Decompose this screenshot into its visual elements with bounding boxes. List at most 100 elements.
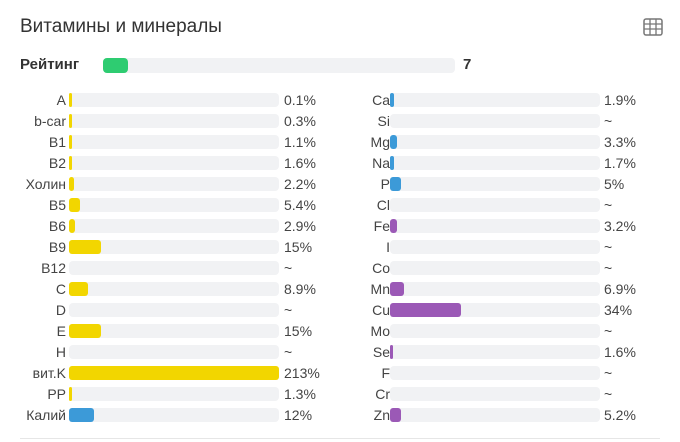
nutrient-bar <box>390 135 600 149</box>
nutrient-bar-fill <box>69 114 72 128</box>
nutrient-value: 1.9% <box>604 92 636 108</box>
nutrient-value: ~ <box>604 386 613 402</box>
nutrient-bar-fill <box>69 156 73 170</box>
nutrient-bar-fill <box>390 345 394 359</box>
nutrient-bar <box>390 156 600 170</box>
nutrient-bar <box>390 177 600 191</box>
nutrient-value: 5% <box>604 176 625 192</box>
nutrient-name: C <box>55 281 66 297</box>
nutrient-bar-fill <box>390 177 401 191</box>
nutrient-name: Cl <box>376 197 390 213</box>
nutrient-row: F ~ <box>350 363 680 384</box>
nutrient-bar <box>390 93 600 107</box>
nutrient-row: Fe 3.2% <box>350 216 680 237</box>
nutrient-bar <box>69 345 279 359</box>
nutrient-row: B12 ~ <box>0 258 330 279</box>
nutrient-bar <box>390 303 600 317</box>
nutrient-name: Mo <box>370 323 390 339</box>
nutrient-row: Mo ~ <box>350 321 680 342</box>
nutrient-name: D <box>55 302 66 318</box>
nutrient-name: B2 <box>48 155 66 171</box>
nutrient-bar-fill <box>69 366 279 380</box>
nutrient-name: b-car <box>34 113 66 129</box>
nutrient-bar-fill <box>390 156 394 170</box>
nutrient-value: 1.3% <box>284 386 316 402</box>
nutrient-value: ~ <box>604 197 613 213</box>
nutrient-bar <box>390 408 600 422</box>
nutrient-value: 3.2% <box>604 218 636 234</box>
nutrient-value: 1.6% <box>284 155 316 171</box>
nutrient-bar <box>69 177 279 191</box>
nutrient-row: Zn 5.2% <box>350 405 680 426</box>
nutrient-name: Zn <box>373 407 390 423</box>
nutrient-bar-fill <box>69 198 81 212</box>
nutrient-name: Cr <box>375 386 390 402</box>
nutrient-value: ~ <box>284 260 293 276</box>
nutrient-row: H ~ <box>0 342 330 363</box>
nutrient-name: A <box>56 92 66 108</box>
nutrient-value: 2.9% <box>284 218 316 234</box>
nutrient-bar <box>69 408 279 422</box>
nutrient-value: ~ <box>604 323 613 339</box>
nutrient-bar <box>69 156 279 170</box>
nutrient-name: H <box>55 344 66 360</box>
minerals-column: Ca 1.9% Si ~ Mg 3.3% Na 1.7% P 5% Cl ~ Fe 3.2% I ~ Co ~ Mn… <box>350 90 680 426</box>
nutrient-name: B1 <box>48 134 66 150</box>
nutrient-value: 8.9% <box>284 281 316 297</box>
table-icon[interactable] <box>643 18 663 36</box>
nutrient-row: I ~ <box>350 237 680 258</box>
nutrient-row: Cr ~ <box>350 384 680 405</box>
nutrient-name: Se <box>372 344 390 360</box>
divider <box>20 438 660 439</box>
nutrient-bar <box>69 387 279 401</box>
nutrient-row: B1 1.1% <box>0 132 330 153</box>
nutrient-name: B9 <box>48 239 66 255</box>
nutrient-row: C 8.9% <box>0 279 330 300</box>
nutrient-bar-fill <box>390 93 394 107</box>
nutrient-bar-fill <box>390 219 397 233</box>
nutrient-row: Mg 3.3% <box>350 132 680 153</box>
nutrient-row: E 15% <box>0 321 330 342</box>
nutrient-row: B9 15% <box>0 237 330 258</box>
nutrient-value: ~ <box>604 113 613 129</box>
nutrient-name: Na <box>372 155 390 171</box>
nutrient-bar-fill <box>390 408 401 422</box>
nutrient-value: 15% <box>284 239 313 255</box>
nutrient-name: Si <box>377 113 390 129</box>
nutrient-row: D ~ <box>0 300 330 321</box>
nutrient-bar <box>390 366 600 380</box>
nutrient-bar <box>69 303 279 317</box>
rating-bar <box>103 58 455 73</box>
nutrient-row: Na 1.7% <box>350 153 680 174</box>
rating-value: 7 <box>463 56 472 73</box>
nutrient-row: Mn 6.9% <box>350 279 680 300</box>
nutrient-value: 2.2% <box>284 176 316 192</box>
nutrient-bar <box>390 240 600 254</box>
nutrient-row: P 5% <box>350 174 680 195</box>
nutrient-bar <box>390 324 600 338</box>
nutrient-value: ~ <box>604 260 613 276</box>
nutrient-name: B5 <box>48 197 66 213</box>
rating-bar-fill <box>103 58 128 73</box>
nutrient-bar <box>69 366 279 380</box>
nutrient-name: P <box>380 176 390 192</box>
nutrient-name: B12 <box>41 260 66 276</box>
nutrient-name: I <box>386 239 390 255</box>
nutrient-bar-fill <box>69 219 76 233</box>
nutrient-value: 213% <box>284 365 320 381</box>
nutrient-row: Холин 2.2% <box>0 174 330 195</box>
nutrient-row: B2 1.6% <box>0 153 330 174</box>
nutrient-bar-fill <box>69 177 74 191</box>
nutrient-bar-fill <box>69 135 72 149</box>
nutrient-row: Cl ~ <box>350 195 680 216</box>
nutrient-name: Fe <box>373 218 390 234</box>
nutrient-bar-fill <box>390 135 397 149</box>
nutrient-bar-fill <box>69 324 101 338</box>
nutrient-value: 6.9% <box>604 281 636 297</box>
nutrient-value: 5.4% <box>284 197 316 213</box>
nutrient-name: E <box>56 323 66 339</box>
nutrient-value: 3.3% <box>604 134 636 150</box>
nutrient-value: 5.2% <box>604 407 636 423</box>
nutrient-row: Co ~ <box>350 258 680 279</box>
nutrient-bar <box>390 345 600 359</box>
